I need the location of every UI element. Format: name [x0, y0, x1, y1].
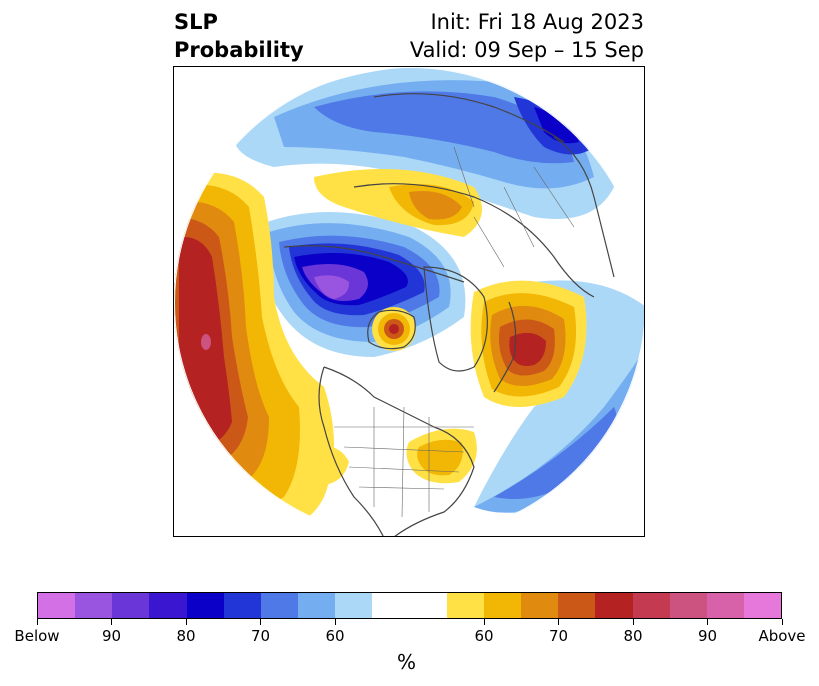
colorbar-segment — [38, 593, 76, 618]
colorbar-tick — [632, 619, 634, 625]
colorbar-segment — [558, 593, 596, 618]
colorbar-tick-label: 60 — [325, 627, 345, 645]
colorbar-segment — [669, 593, 707, 618]
colorbar-segment — [372, 593, 410, 618]
colorbar-tick-label: 80 — [176, 627, 196, 645]
probability-contours — [174, 67, 644, 536]
init-date: Init: Fri 18 Aug 2023 — [430, 10, 644, 34]
colorbar-tick-label: 80 — [623, 627, 643, 645]
colorbar-segment — [75, 593, 113, 618]
colorbar-tick — [185, 619, 187, 625]
colorbar-tick-label: 90 — [697, 627, 718, 645]
colorbar-segment — [112, 593, 150, 618]
colorbar-segment — [335, 593, 373, 618]
colorbar-tick — [36, 619, 38, 625]
colorbar-tick — [558, 619, 559, 625]
colorbar-tick-label: Above — [758, 627, 806, 645]
colorbar-segment — [521, 593, 559, 618]
colorbar — [37, 592, 782, 619]
colorbar-segment — [632, 593, 670, 618]
colorbar-segment — [743, 593, 782, 618]
colorbar-segment — [446, 593, 484, 618]
plot-title: SLP Probability — [174, 8, 304, 64]
colorbar-segment — [223, 593, 261, 618]
colorbar-segment — [595, 593, 633, 618]
valid-range: Valid: 09 Sep – 15 Sep — [409, 38, 644, 62]
colorbar-segment — [298, 593, 336, 618]
probability-map — [173, 66, 645, 537]
colorbar-segment — [149, 593, 187, 618]
colorbar-segment — [409, 593, 447, 618]
colorbar-label: % — [397, 650, 417, 674]
colorbar-tick-label: 70 — [548, 627, 569, 645]
colorbar-tick-label: 90 — [101, 627, 122, 645]
colorbar-segment — [186, 593, 224, 618]
colorbar-segment — [483, 593, 522, 618]
political-borders — [334, 146, 575, 518]
colorbar-tick — [781, 619, 783, 625]
colorbar-segment — [706, 593, 744, 618]
title-metric: Probability — [174, 38, 304, 62]
colorbar-tick — [707, 619, 708, 625]
map-canvas — [174, 67, 644, 536]
colorbar-tick — [260, 619, 261, 625]
colorbar-tick-label: 60 — [474, 627, 494, 645]
colorbar-tick-label: 70 — [250, 627, 271, 645]
colorbar-segment — [260, 593, 299, 618]
colorbar-tick-label: Below — [14, 627, 60, 645]
colorbar-tick — [483, 619, 485, 625]
title-variable: SLP — [174, 10, 218, 34]
plot-dates: Init: Fri 18 Aug 2023 Valid: 09 Sep – 15… — [410, 8, 644, 64]
coastlines — [283, 93, 615, 536]
colorbar-tick — [111, 619, 112, 625]
colorbar-tick — [334, 619, 336, 625]
